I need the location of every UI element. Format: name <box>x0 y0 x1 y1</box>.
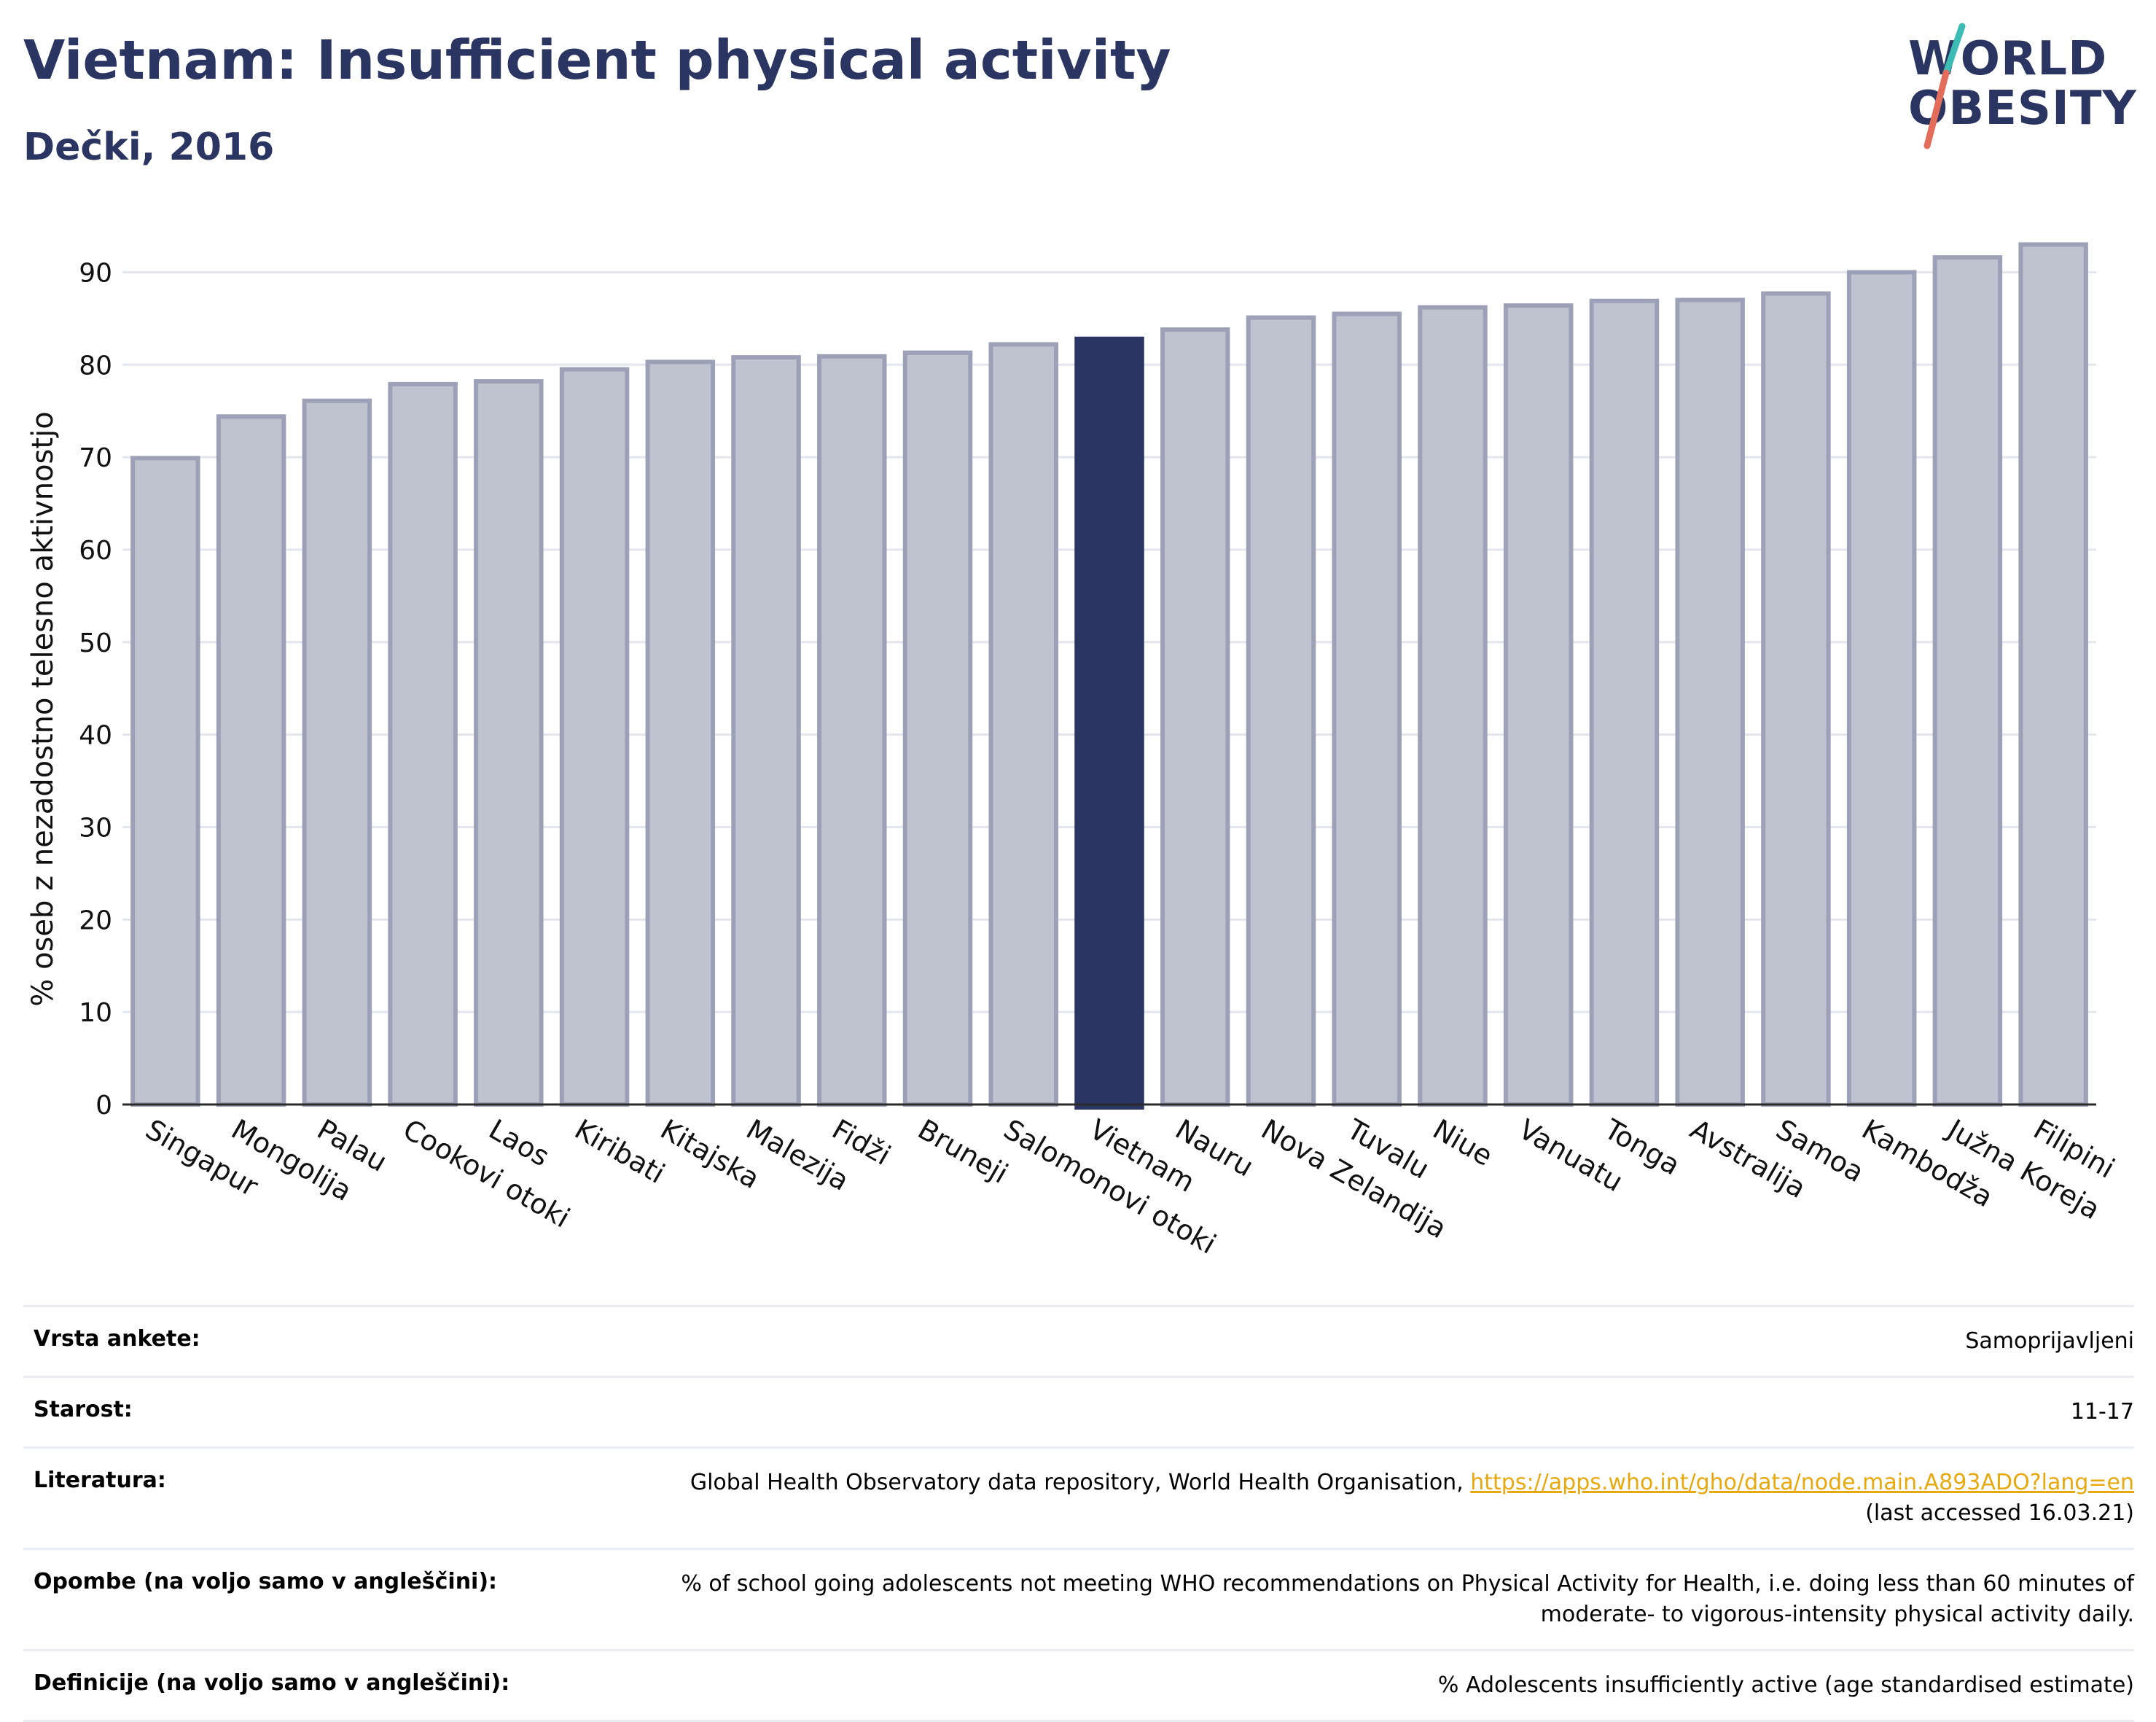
age-label: Starost: <box>34 1397 133 1422</box>
logo-word-world: WORLD <box>1908 32 2108 86</box>
y-tick-label: 70 <box>79 443 112 473</box>
bar-filipini <box>2018 242 2088 1107</box>
notes-value: % of school going adolescents not meetin… <box>681 1571 2134 1627</box>
notes-label: Opombe (na voljo samo v angleščini): <box>34 1569 498 1594</box>
y-tick-label: 80 <box>79 351 112 381</box>
world-obesity-logo: WORLD OBESITY <box>1895 22 2143 153</box>
literature-label: Literatura: <box>34 1468 166 1493</box>
meta-row-age: Starost: 11-17 <box>23 1378 2134 1449</box>
survey-label: Vrsta ankete: <box>34 1326 200 1352</box>
definitions-label: Definicije (na voljo samo v angleščini): <box>34 1670 510 1696</box>
definitions-value: % Adolescents insufficiently active (age… <box>1437 1672 2134 1698</box>
bar-avstralija <box>1675 297 1745 1107</box>
chart-subtitle: Dečki, 2016 <box>23 125 275 169</box>
bar-vanuatu <box>1503 303 1574 1107</box>
bars <box>130 242 2088 1110</box>
literature-link[interactable]: https://apps.who.int/gho/data/node.main.… <box>1470 1470 2134 1495</box>
bar-laos <box>474 379 544 1107</box>
y-tick-label: 0 <box>95 1091 112 1121</box>
bar-bruneji <box>902 350 973 1107</box>
y-tick-label: 40 <box>79 721 112 751</box>
bar-palau <box>302 398 372 1107</box>
survey-value: Samoprijavljeni <box>1965 1328 2134 1354</box>
x-tick-label: Niue <box>1427 1113 1498 1172</box>
y-tick-label: 50 <box>79 628 112 658</box>
bar-niue <box>1418 305 1488 1107</box>
bar-mongolija <box>216 414 286 1107</box>
logo-slash-icon <box>1923 23 1966 149</box>
meta-row-definitions: Definicije (na voljo samo v angleščini):… <box>23 1651 2134 1722</box>
bar-cookovi-otoki <box>388 381 458 1107</box>
bar-nauru <box>1160 327 1230 1107</box>
bar-tuvalu <box>1332 311 1402 1107</box>
bar-samoa <box>1761 291 1831 1107</box>
bar-kitajska <box>645 359 716 1107</box>
logo-word-obesity: OBESITY <box>1908 82 2137 136</box>
x-tick-label: Kitajska <box>655 1113 765 1195</box>
bar-chart: 0 10 20 30 40 50 60 70 80 90 SingapurMongolijaPal… <box>26 242 2120 1261</box>
bar-nova-zelandija <box>1246 315 1316 1107</box>
age-value: 11-17 <box>2070 1399 2134 1425</box>
metadata-table: Vrsta ankete: Samoprijavljeni Starost: 1… <box>23 1305 2134 1722</box>
literature-value: Global Health Observatory data repositor… <box>210 1468 2134 1529</box>
meta-row-survey: Vrsta ankete: Samoprijavljeni <box>23 1307 2134 1378</box>
bar-malezija <box>731 355 801 1107</box>
literature-accessed: (last accessed 16.03.21) <box>1865 1500 2134 1526</box>
literature-text: Global Health Observatory data repositor… <box>690 1470 1471 1495</box>
bar-kambodža <box>1846 270 1917 1107</box>
meta-row-notes: Opombe (na voljo samo v angleščini): % o… <box>23 1550 2134 1651</box>
y-tick-label: 60 <box>79 536 112 566</box>
y-tick-label: 20 <box>79 905 112 935</box>
x-tick-label: Bruneji <box>913 1113 1013 1190</box>
bar-južna-koreja <box>1932 255 2003 1107</box>
chart-title: Vietnam: Insufficient physical activity <box>23 29 1171 92</box>
bar-fidži <box>817 354 887 1107</box>
y-tick-label: 90 <box>79 258 112 288</box>
meta-row-literature: Literatura: Global Health Observatory da… <box>23 1449 2134 1550</box>
bar-singapur <box>130 456 200 1107</box>
bar-tonga <box>1589 298 1660 1107</box>
y-axis-label: % oseb z nezadostno telesno aktivnostjo <box>26 411 60 1006</box>
x-tick-label: Kiribati <box>569 1113 671 1190</box>
y-tick-label: 30 <box>79 813 112 843</box>
bar-vietnam <box>1074 336 1144 1110</box>
bar-salomonovi-otoki <box>988 342 1059 1107</box>
y-tick-label: 10 <box>79 998 112 1028</box>
x-tick-label: Cookovi otoki <box>398 1113 576 1234</box>
y-axis-ticks: 0 10 20 30 40 50 60 70 80 90 <box>79 258 112 1121</box>
bar-kiribati <box>559 367 630 1107</box>
